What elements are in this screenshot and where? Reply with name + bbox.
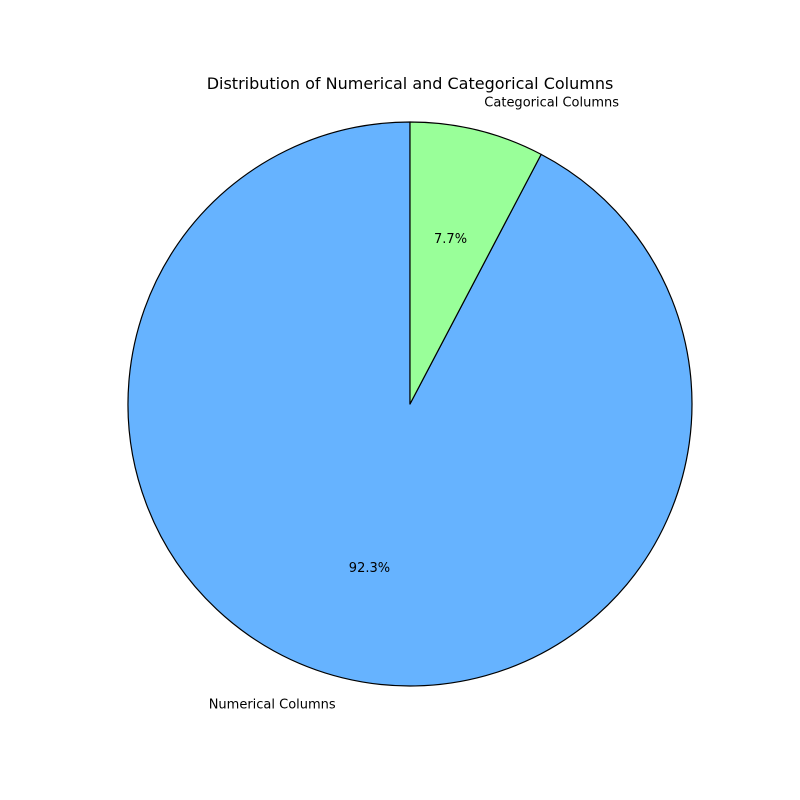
slice-label: Numerical Columns [209, 698, 336, 713]
slices-layer [127, 121, 693, 687]
pie-slice-categorical-columns [409, 121, 542, 405]
slice-percent-label: 92.3% [349, 561, 390, 576]
chart-title: Distribution of Numerical and Categorica… [207, 74, 614, 93]
labels-layer: Numerical Columns 92.3% Categorical Column… [209, 95, 620, 712]
slice-percent-label: 7.7% [434, 232, 467, 247]
slice-label: Categorical Columns [484, 95, 619, 110]
